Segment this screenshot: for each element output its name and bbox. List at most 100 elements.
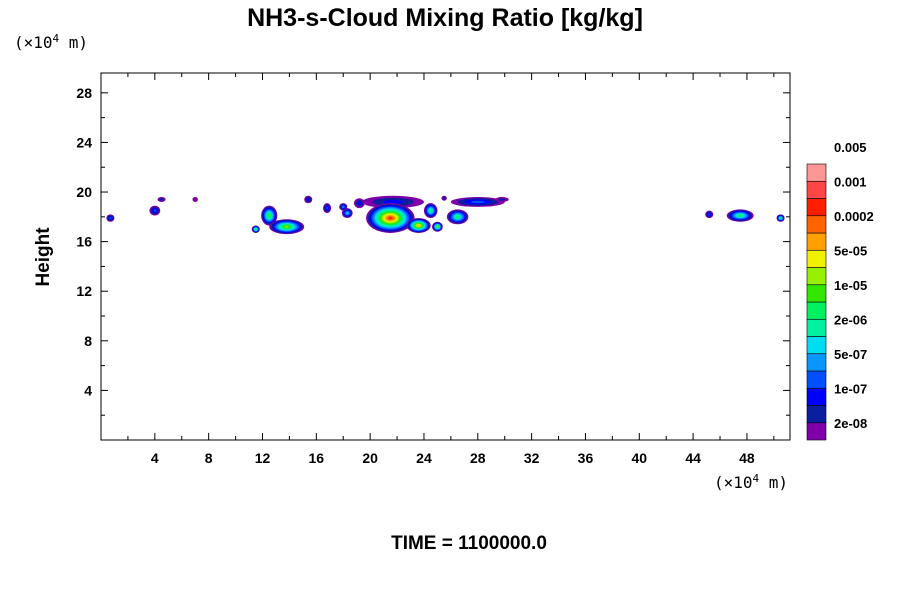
cloud-contour (357, 201, 362, 205)
x-tick-label: 40 (631, 450, 647, 466)
colorbar-label: 5e-07 (834, 347, 867, 362)
y-tick-label: 4 (84, 382, 92, 398)
cloud-blob (304, 195, 313, 204)
cloud-contour (382, 199, 404, 205)
cloud-contour (159, 198, 164, 201)
cloud-contour (346, 212, 349, 214)
cloud-blob (432, 221, 443, 232)
cloud-contour (388, 217, 393, 220)
y-tick-label: 8 (84, 333, 92, 349)
colorbar-swatch (806, 198, 827, 217)
cloud-blob (251, 225, 260, 233)
cloud-blob (353, 198, 365, 209)
colorbar-swatch (806, 301, 827, 320)
x-tick-label: 24 (416, 450, 432, 466)
x-tick-label: 4 (151, 450, 159, 466)
cloud-blob (495, 196, 509, 202)
cloud-blob (157, 196, 166, 202)
colorbar-label: 2e-08 (834, 416, 867, 431)
colorbar-swatch (806, 318, 827, 337)
colorbar-swatch (806, 267, 827, 286)
colorbar-swatch (806, 163, 827, 182)
cloud-contour (442, 196, 446, 200)
cloud-blob (446, 209, 469, 225)
cloud-contour (268, 214, 271, 217)
x-tick-label: 44 (685, 450, 701, 466)
y-tick-label: 16 (76, 234, 92, 250)
cloud-contour (109, 217, 112, 219)
cloud-contour (192, 196, 198, 202)
cloud-blob (406, 218, 431, 233)
colorbar-swatch (806, 336, 827, 355)
cloud-blob (366, 203, 415, 233)
cloud-blob (149, 205, 161, 216)
cloud-blob (726, 209, 754, 222)
colorbar-swatch (806, 387, 827, 406)
y-tick-label: 20 (76, 184, 92, 200)
cloud-contour (456, 215, 459, 218)
x-tick-label: 28 (470, 450, 486, 466)
cloud-blob (339, 203, 348, 211)
colorbar-label: 2e-06 (834, 312, 867, 327)
cloud-contour (708, 213, 711, 216)
colorbar-swatch (806, 180, 827, 199)
cloud-contour (254, 228, 257, 231)
colorbar: 2e-08 1e-07 5e-07 2e-06 1e-05 5e-05 0.0002 0.00… (806, 140, 874, 441)
cloud-contour (498, 198, 506, 201)
colorbar-swatch (806, 370, 827, 389)
cloud-blob (423, 203, 438, 219)
colorbar-swatch (806, 405, 827, 424)
y-tick-label: 28 (76, 85, 92, 101)
cloud-contour (738, 214, 742, 217)
cloud-contour (436, 225, 439, 228)
y-tick-label: 12 (76, 283, 92, 299)
y-tick-label: 24 (76, 134, 92, 150)
cloud-contour (779, 217, 782, 219)
x-tick-label: 48 (739, 450, 755, 466)
time-label: TIME = 1100000.0 (391, 533, 547, 554)
cloud-contour (471, 200, 485, 204)
x-tick-label: 16 (309, 450, 325, 466)
colorbar-label: 0.001 (834, 174, 867, 189)
colorbar-label: 1e-07 (834, 381, 867, 396)
colorbar-swatch (806, 353, 827, 372)
cloud-contour (417, 224, 420, 227)
cloud-contour (284, 225, 289, 228)
x-tick-label: 12 (255, 450, 271, 466)
cloud-blob (269, 219, 305, 235)
cloud-contour (153, 209, 157, 212)
colorbar-label: 0.0002 (834, 209, 874, 224)
plot-background (101, 73, 790, 440)
cloud-contour (326, 206, 329, 210)
x-tick-label: 36 (578, 450, 594, 466)
x-tick-label: 20 (362, 450, 378, 466)
cloud-layer (106, 195, 785, 235)
cloud-blob (441, 195, 447, 201)
plot-frame (100, 72, 791, 441)
cloud-contour (342, 206, 345, 208)
x-tick-label: 8 (205, 450, 213, 466)
colorbar-swatch (806, 232, 827, 251)
x-unit-label: (×104 m) (714, 472, 788, 492)
colorbar-swatch (806, 422, 827, 441)
colorbar-swatch (806, 249, 827, 268)
cloud-blob (705, 210, 714, 219)
colorbar-label: 5e-05 (834, 243, 867, 258)
colorbar-swatch (806, 215, 827, 234)
chart-title: NH3-s-Cloud Mixing Ratio [kg/kg] (247, 4, 643, 32)
cloud-blob (323, 203, 332, 214)
x-tick-label: 32 (524, 450, 540, 466)
y-unit-label: (×104 m) (14, 32, 88, 52)
y-axis-label: Height (33, 227, 54, 287)
cloud-contour (306, 198, 310, 201)
cloud-blob (450, 196, 505, 207)
cloud-blob (106, 214, 115, 222)
colorbar-swatch (806, 284, 827, 303)
colorbar-label: 0.005 (834, 140, 867, 155)
colorbar-label: 1e-05 (834, 278, 867, 293)
cloud-contour (429, 209, 432, 212)
cloud-blob (261, 205, 278, 226)
